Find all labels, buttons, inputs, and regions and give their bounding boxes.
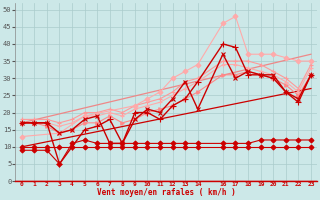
X-axis label: Vent moyen/en rafales ( km/h ): Vent moyen/en rafales ( km/h ) bbox=[97, 188, 236, 197]
